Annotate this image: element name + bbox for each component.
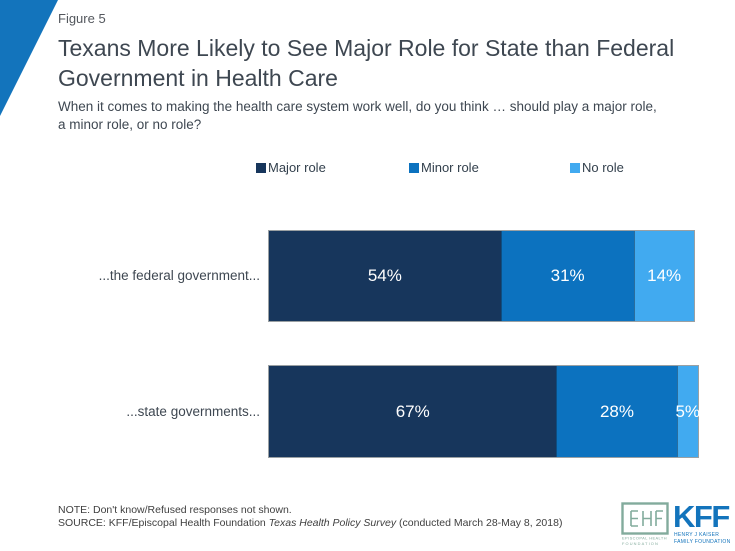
ehf-logo-frame: [621, 502, 669, 535]
bar-value-label: 54%: [367, 266, 402, 285]
bar-segment-no-role: 14%: [633, 231, 694, 321]
source-prefix: SOURCE: KFF/Episcopal Health Foundation: [58, 517, 269, 529]
legend-label: No role: [582, 160, 624, 175]
bar-value-label: 5%: [675, 401, 701, 421]
kff-caption-line2: FAMILY FOUNDATION: [674, 539, 731, 545]
bar-segment-minor-role: 31%: [500, 231, 634, 321]
ehf-caption-line1: EPISCOPAL HEALTH: [622, 536, 667, 541]
kff-caption-line1: HENRY J KAISER: [674, 532, 719, 538]
ehf-logo: EPISCOPAL HEALTH FOUNDATION: [621, 502, 669, 546]
bar-value-label: 28%: [599, 401, 634, 421]
legend-swatch-minor-role: [409, 162, 419, 173]
legend-swatch-major-role: [256, 162, 266, 173]
legend-swatch-no-role: [570, 162, 580, 173]
bar-value-label: 67%: [395, 401, 430, 421]
bar-segment-major-role: 54%: [269, 231, 501, 321]
chart-title: Texans More Likely to See Major Role for…: [58, 35, 675, 91]
bar-row-state-governments: 67% 28% 5%: [268, 365, 701, 458]
bar-value-label: 31%: [550, 266, 585, 285]
corner-accent-triangle: [0, 0, 58, 116]
legend-item-no-role: No role: [570, 160, 624, 175]
source-line: SOURCE: KFF/Episcopal Health Foundation …: [58, 517, 562, 530]
bar-row-the-federal-government: 54% 31% 14%: [268, 230, 695, 322]
bar-segment-no-role: 5%: [675, 366, 701, 457]
legend-label: Major role: [268, 160, 326, 175]
ehf-letterforms: [630, 510, 663, 527]
legend-item-major-role: Major role: [256, 160, 326, 175]
ehf-caption-line2: FOUNDATION: [622, 541, 659, 546]
footnotes: NOTE: Don't know/Refused responses not s…: [58, 504, 562, 530]
source-survey-name: Texas Health Policy Survey: [268, 517, 397, 529]
bar-segment-major-role: 67%: [269, 366, 557, 457]
category-label: ...the federal government...: [98, 268, 260, 283]
bar-segment-minor-role: 28%: [556, 366, 677, 457]
source-suffix: (conducted March 28-May 8, 2018): [396, 517, 563, 529]
kff-logo: KFF HENRY J KAISER FAMILY FOUNDATION: [673, 499, 731, 545]
kff-wordmark: KFF: [673, 499, 729, 534]
note-line: NOTE: Don't know/Refused responses not s…: [58, 504, 292, 516]
legend-item-minor-role: Minor role: [409, 160, 479, 175]
category-label: ...state governments...: [126, 404, 260, 419]
legend-label: Minor role: [421, 160, 479, 175]
bar-value-label: 14%: [647, 266, 682, 285]
figure-label: Figure 5: [58, 11, 106, 26]
chart-subtitle: When it comes to making the health care …: [58, 99, 657, 132]
